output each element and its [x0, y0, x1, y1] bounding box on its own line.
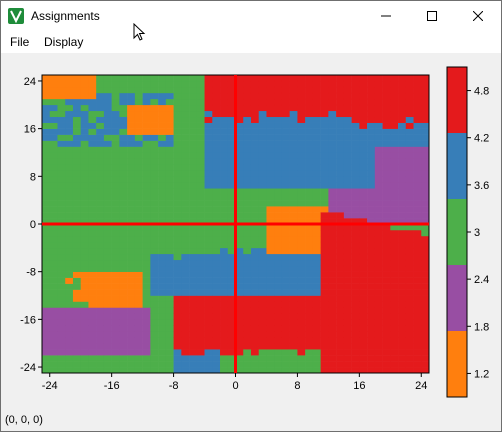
colorbar-tick-label: 1.8 [474, 321, 489, 333]
app-logo-icon [8, 8, 24, 24]
title-bar[interactable]: Assignments [1, 1, 501, 31]
x-tick-label: 0 [232, 380, 238, 392]
colorbar-tick-label: 4.2 [474, 133, 489, 145]
maximize-button[interactable] [409, 1, 455, 31]
y-tick-label: -16 [20, 314, 36, 326]
x-tick-label: -16 [104, 380, 120, 392]
x-tick-label: -24 [42, 380, 58, 392]
x-tick-label: -8 [169, 380, 179, 392]
heatmap-cells [42, 75, 430, 374]
close-icon [473, 11, 483, 21]
menu-file[interactable]: File [10, 35, 30, 49]
minimize-button[interactable] [363, 1, 409, 31]
colorbar-bin [447, 265, 467, 332]
x-tick-label: 16 [353, 380, 365, 392]
colorbar-tick-label: 2.4 [474, 274, 489, 286]
colorbar-tick-label: 3 [474, 227, 480, 239]
maximize-icon [427, 11, 437, 21]
y-tick-label: 8 [30, 171, 36, 183]
plot-panel: -24 -16 -8 0 8 16 24 24 16 8 0 -8 -16 -24 4.8 4.2 3.6 3 2.… [1, 53, 501, 409]
colorbar-tick-label: 1.2 [474, 368, 489, 380]
status-coordinates: (0, 0, 0) [5, 414, 43, 426]
y-tick-label: -8 [26, 267, 36, 279]
mouse-cursor-icon [133, 23, 146, 41]
menu-display[interactable]: Display [44, 35, 84, 49]
close-button[interactable] [455, 1, 501, 31]
colorbar-tick-label: 4.8 [474, 86, 489, 98]
colorbar-bin [447, 199, 467, 266]
status-bar: (0, 0, 0) [1, 411, 501, 431]
y-tick-label: -24 [20, 362, 36, 374]
colorbar-tick-label: 3.6 [474, 180, 489, 192]
window-title: Assignments [31, 9, 100, 23]
colorbar-bin [447, 133, 467, 200]
minimize-icon [381, 15, 391, 17]
colorbar-bin [447, 67, 467, 134]
x-tick-label: 24 [415, 380, 427, 392]
assignments-heatmap[interactable]: -24 -16 -8 0 8 16 24 24 16 8 0 -8 -16 -24 4.8 4.2 3.6 3 2.… [1, 53, 501, 409]
menu-bar: File Display [1, 31, 501, 53]
y-tick-label: 16 [24, 124, 36, 136]
y-tick-label: 24 [24, 76, 36, 88]
colorbar-bin [447, 331, 467, 398]
colorbar: 4.8 4.2 3.6 3 2.4 1.8 1.2 [446, 66, 489, 398]
x-tick-label: 8 [294, 380, 300, 392]
y-tick-label: 0 [30, 219, 36, 231]
